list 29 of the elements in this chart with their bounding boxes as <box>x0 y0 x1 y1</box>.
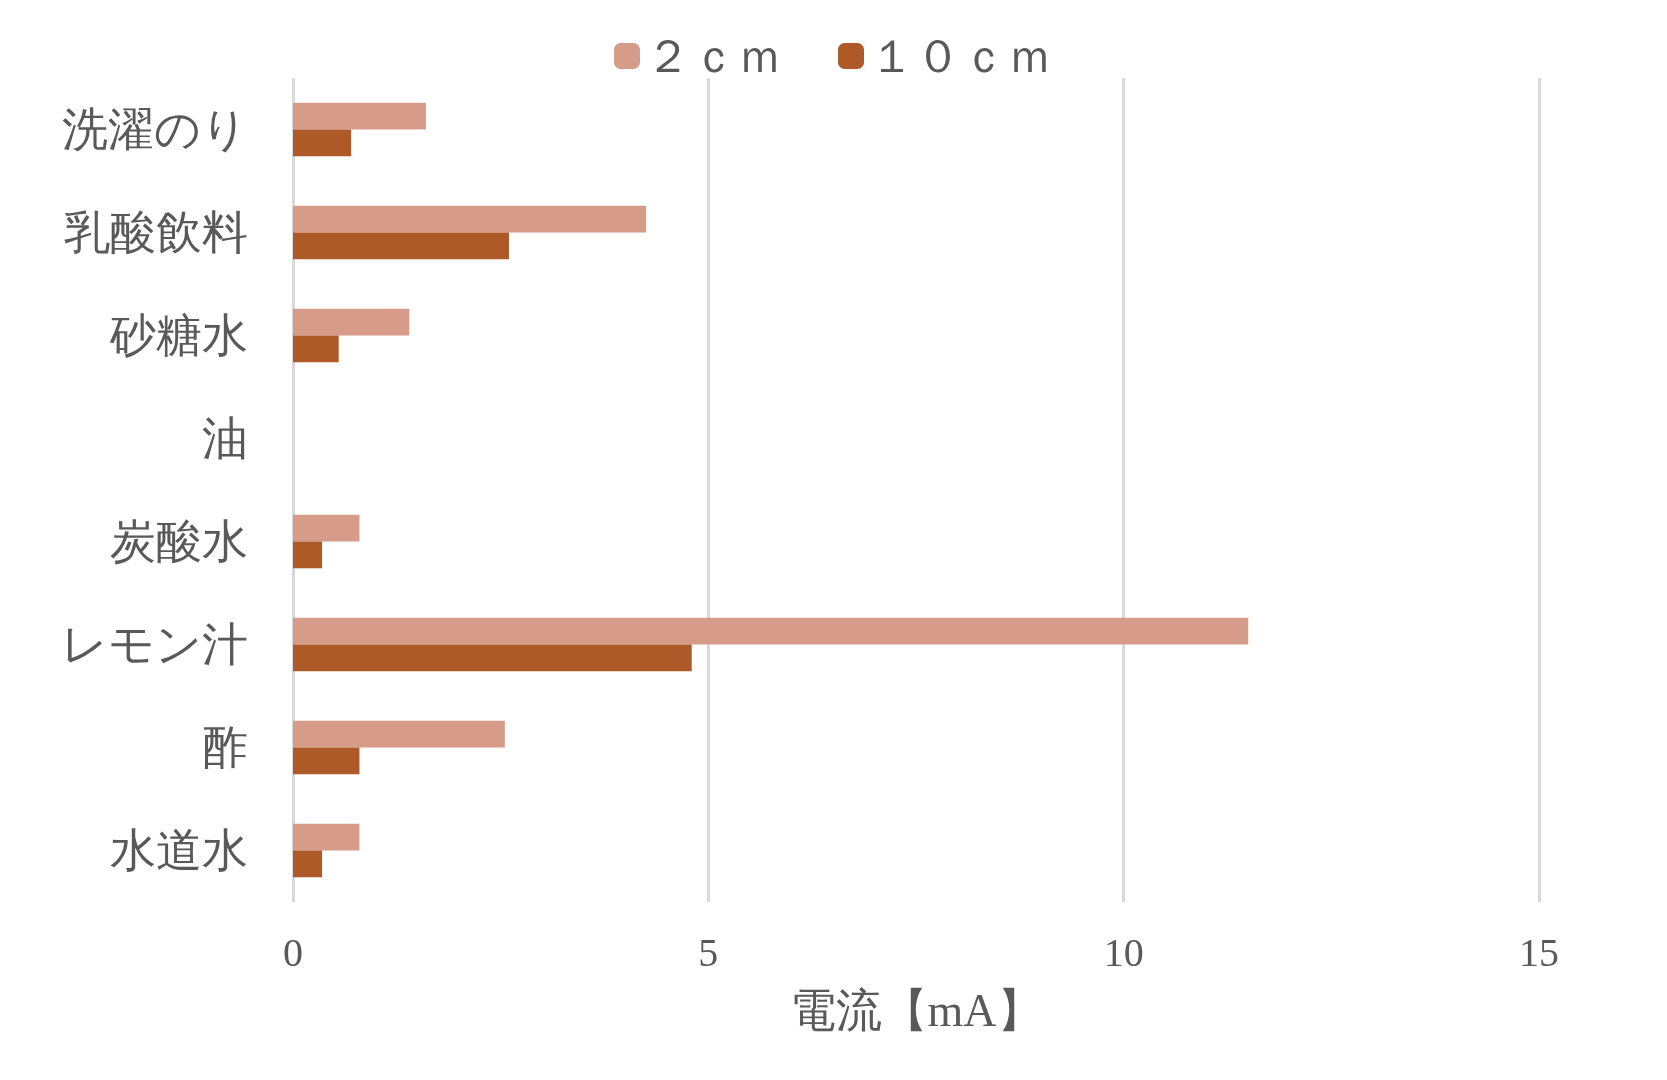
bar <box>293 823 360 851</box>
bar <box>293 102 426 130</box>
legend-label: １０ｃｍ <box>869 30 1053 82</box>
x-tick-label: 0 <box>283 929 303 975</box>
bar <box>293 335 339 363</box>
bar <box>293 232 509 260</box>
y-tick-label: 洗濯のり <box>62 104 248 155</box>
y-tick-label: 油 <box>202 413 248 464</box>
y-tick-label: 乳酸飲料 <box>64 207 248 258</box>
bar <box>293 644 692 672</box>
legend-label: ２ｃｍ <box>645 30 783 82</box>
bar <box>293 720 505 748</box>
bar <box>293 850 323 878</box>
y-tick-label: 酢 <box>202 722 248 773</box>
bar <box>293 205 647 233</box>
y-tick-label: 水道水 <box>110 825 248 876</box>
x-tick-label: 15 <box>1519 929 1559 975</box>
y-tick-label: レモン汁 <box>61 619 248 670</box>
bar <box>293 617 1249 645</box>
bar <box>293 129 352 157</box>
x-tick-label: 10 <box>1103 929 1144 975</box>
bar <box>293 514 360 542</box>
x-tick-label: 5 <box>698 929 719 975</box>
y-tick-label: 砂糖水 <box>109 310 248 361</box>
x-axis-title: 電流【mA】 <box>789 984 1043 1036</box>
bar <box>293 308 410 336</box>
bar <box>293 747 360 775</box>
bar <box>293 541 323 569</box>
y-tick-label: 炭酸水 <box>110 516 248 567</box>
